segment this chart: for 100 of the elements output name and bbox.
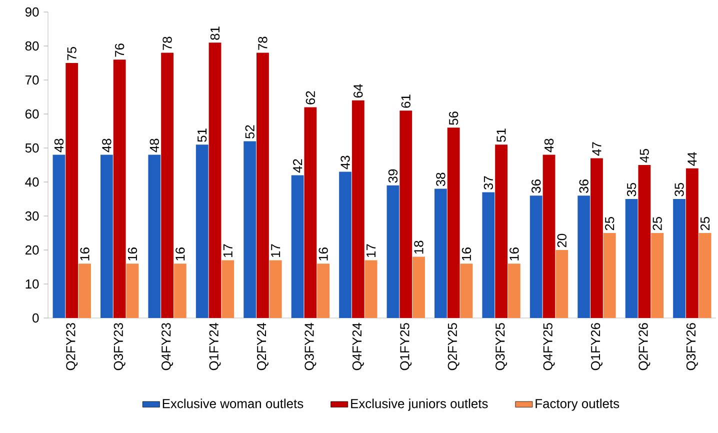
- bar: [412, 256, 425, 318]
- data-label: 48: [102, 138, 112, 152]
- y-tick-label: 70: [26, 75, 39, 85]
- bar: [386, 185, 400, 318]
- legend-label: Factory outlets: [536, 398, 620, 411]
- y-tick-label: 30: [25, 211, 39, 221]
- bar: [113, 60, 126, 318]
- x-tick-label: Q1FY24: [209, 322, 221, 370]
- x-tick-label: Q4FY25: [543, 323, 555, 370]
- data-label: 16: [80, 248, 90, 260]
- bar: [556, 250, 568, 318]
- x-tick-label: Q2FY24: [256, 322, 268, 370]
- bar: [508, 264, 520, 318]
- data-label: 78: [162, 36, 172, 50]
- bar: [66, 63, 78, 318]
- y-tick-label: 80: [25, 41, 39, 51]
- data-label: 61: [401, 94, 410, 108]
- bar: [495, 144, 508, 318]
- bar: [447, 128, 460, 318]
- y-tick-label: 20: [25, 245, 39, 255]
- bar: [542, 154, 556, 318]
- data-label: 43: [340, 156, 350, 170]
- bar: [590, 158, 603, 318]
- bar: [78, 264, 91, 318]
- y-tick-label: 50: [25, 143, 39, 153]
- bar: [686, 168, 698, 318]
- bar: [364, 260, 378, 318]
- data-label: 16: [462, 248, 472, 260]
- data-label: 51: [198, 128, 207, 142]
- data-label: 44: [688, 152, 697, 166]
- data-label: 78: [258, 36, 268, 50]
- bar: [339, 172, 352, 318]
- bar: [161, 52, 174, 318]
- bar: [460, 264, 473, 318]
- data-label: 20: [557, 234, 566, 248]
- legend-label: Exclusive juniors outlets: [351, 398, 488, 411]
- x-tick-label: Q1FY25: [400, 323, 412, 370]
- bar: [578, 196, 590, 318]
- x-tick-label: Q3FY24: [304, 322, 316, 370]
- bar: [196, 144, 208, 318]
- data-label: 36: [532, 180, 541, 193]
- bar: [222, 260, 234, 318]
- bar: [625, 199, 638, 318]
- bar: [148, 154, 161, 318]
- y-tick-label: 0: [32, 313, 39, 323]
- bar: [400, 110, 412, 318]
- bar: [100, 154, 113, 318]
- data-label: 25: [652, 216, 662, 230]
- data-label: 37: [484, 176, 493, 190]
- data-label: 42: [293, 159, 302, 173]
- data-label: 16: [510, 248, 519, 260]
- bar: [291, 175, 304, 318]
- x-tick-label: Q2FY25: [448, 323, 460, 370]
- legend-label: Exclusive woman outlets: [162, 398, 304, 408]
- data-label: 17: [223, 244, 232, 258]
- bar: [698, 233, 712, 318]
- data-label: 75: [67, 46, 76, 60]
- data-label: 48: [544, 138, 554, 152]
- data-label: 16: [318, 248, 328, 260]
- bar: [482, 192, 495, 318]
- x-tick-label: Q2FY26: [638, 323, 650, 370]
- data-label: 18: [414, 240, 424, 254]
- data-label: 38: [436, 172, 446, 186]
- bar: [208, 42, 222, 318]
- x-tick-label: Q4FY24: [352, 322, 364, 370]
- bar: [52, 154, 66, 318]
- y-tick-label: 60: [25, 109, 39, 119]
- data-label: 51: [496, 128, 506, 142]
- data-label: 64: [354, 84, 363, 98]
- bar: [304, 107, 317, 318]
- bar: [244, 141, 256, 318]
- y-tick-label: 90: [25, 7, 39, 17]
- bar: [603, 233, 616, 318]
- data-label: 62: [306, 91, 316, 104]
- bar: [434, 188, 447, 318]
- x-tick-label: Q3FY26: [686, 323, 698, 370]
- x-tick-label: Q2FY23: [66, 323, 78, 370]
- data-label: 56: [448, 112, 458, 125]
- data-label: 35: [674, 182, 684, 196]
- y-tick-label: 40: [25, 177, 39, 187]
- data-label: 81: [210, 26, 220, 40]
- bar: [530, 196, 542, 318]
- bar: [638, 165, 651, 318]
- y-tick-label: 10: [26, 279, 39, 289]
- bar: [352, 100, 364, 318]
- data-label: 76: [114, 44, 124, 57]
- bar: [651, 233, 664, 318]
- x-tick-label: Q4FY23: [162, 323, 174, 370]
- bar: [256, 52, 269, 318]
- data-label: 35: [626, 182, 636, 196]
- data-label: 16: [176, 248, 185, 260]
- data-label: 16: [128, 248, 138, 260]
- x-tick-label: Q3FY23: [114, 323, 126, 370]
- data-label: 17: [271, 244, 280, 258]
- data-label: 45: [640, 148, 649, 163]
- data-label: 52: [245, 125, 254, 138]
- data-label: 25: [605, 216, 614, 230]
- data-label: 48: [150, 138, 159, 152]
- bar: [317, 264, 330, 318]
- data-label: 17: [366, 244, 376, 258]
